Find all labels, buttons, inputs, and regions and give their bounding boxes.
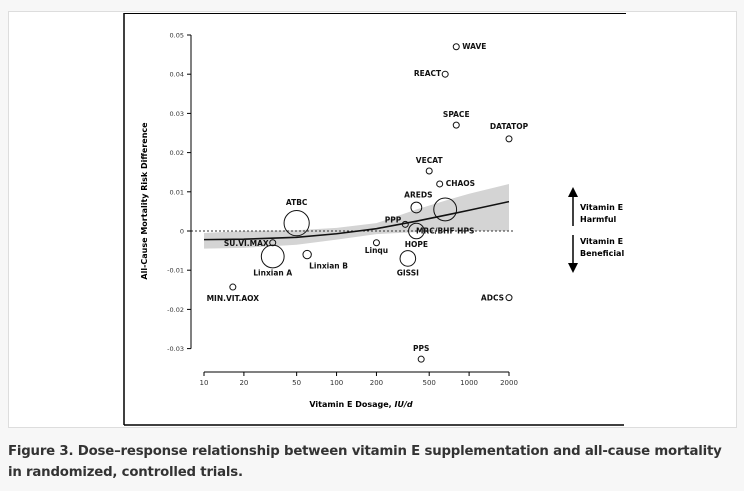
trial-label: DATATOP	[490, 122, 529, 131]
harmful-label-line2: Harmful	[580, 215, 617, 224]
trial-point-wave	[452, 43, 460, 51]
trial-label: Linqu	[365, 246, 388, 255]
trial-point-areds	[410, 201, 423, 214]
trial-label: Linxian B	[309, 262, 348, 271]
trial-point-react	[441, 70, 449, 78]
confidence-band	[204, 183, 509, 249]
figure-caption: Figure 3. Dose–response relationship bet…	[8, 444, 722, 480]
beneficial-label-line1: Vitamin E	[580, 237, 623, 246]
trial-label: VECAT	[416, 156, 444, 165]
regression-line	[203, 200, 510, 241]
trial-point-hope	[408, 222, 425, 240]
y-tick-label: -0.03	[167, 345, 184, 353]
trial-point-adcs	[505, 294, 513, 302]
trial-point-min-vit-aox	[229, 283, 237, 291]
trial-point-pps	[417, 355, 425, 363]
trial-label: CHAOS	[446, 179, 475, 188]
trial-point-atbc	[283, 210, 310, 237]
trial-label: SPACE	[443, 110, 470, 119]
y-tick-label: 0.03	[170, 110, 184, 118]
x-tick-label: 500	[423, 379, 436, 387]
trial-label: MIN.VIT.AOX	[207, 294, 260, 303]
x-tick-label: 50	[292, 379, 301, 387]
x-tick-label: 2000	[500, 379, 518, 387]
trial-label: Linxian A	[253, 268, 292, 277]
trial-label: ATBC	[286, 198, 308, 207]
x-tick-label: 10	[200, 379, 209, 387]
trial-label: ADCS	[481, 294, 504, 303]
y-tick-label: -0.02	[167, 306, 184, 314]
figure-frame: 0.05 0.04 0.03 0.02 0.01 0 -0.01 -0.02 -0.03 10 20…	[8, 11, 737, 428]
y-tick-label: 0	[180, 228, 184, 236]
y-tick-label: 0.02	[170, 149, 184, 157]
y-tick-label: -0.01	[167, 267, 184, 275]
trial-label: MRC/BHF HPS	[416, 226, 474, 235]
harmful-annotation: Vitamin E Harmful	[568, 187, 623, 226]
trial-point-mrc-bhf-hps	[433, 197, 458, 222]
x-axis-label: Vitamin E Dosage, IU/d	[309, 400, 413, 409]
trial-label: HOPE	[405, 240, 428, 249]
trial-label: PPP	[385, 215, 402, 224]
trial-label: REACT	[414, 69, 442, 78]
beneficial-label-line2: Beneficial	[580, 249, 624, 258]
y-tick-label: 0.04	[170, 71, 184, 79]
x-tick-label: 100	[330, 379, 343, 387]
x-tick-label: 20	[239, 379, 248, 387]
dose-response-chart: 0.05 0.04 0.03 0.02 0.01 0 -0.01 -0.02 -0.03 10 20…	[116, 13, 716, 426]
trial-point-datatop	[505, 135, 513, 143]
trial-label: WAVE	[462, 42, 486, 51]
beneficial-annotation: Vitamin E Beneficial	[568, 235, 624, 273]
trial-point-linxian-b	[302, 249, 312, 260]
trial-label: GISSI	[397, 268, 419, 277]
trial-point-ppp	[401, 220, 409, 228]
trial-point-su-vi-max	[269, 239, 277, 247]
trial-point-gissi	[399, 250, 417, 267]
y-tick-label: 0.01	[170, 188, 184, 196]
x-tick-label: 200	[370, 379, 383, 387]
trial-label: AREDS	[404, 190, 432, 199]
up-arrow-icon	[568, 187, 578, 197]
y-tick-label: 0.05	[170, 32, 184, 40]
trial-label: PPS	[413, 344, 429, 353]
trial-point-chaos	[436, 180, 444, 188]
trial-label: SU.VI.MAX	[224, 239, 269, 248]
y-axis-label: All-Cause Mortality Risk Difference	[140, 122, 149, 280]
trial-point-vecat	[425, 167, 433, 175]
down-arrow-icon	[568, 263, 578, 273]
harmful-label-line1: Vitamin E	[580, 203, 623, 212]
trial-point-linqu	[372, 239, 380, 247]
x-tick-label: 1000	[460, 379, 478, 387]
trial-point-space	[452, 121, 460, 129]
trial-point-linxian-a	[260, 244, 285, 269]
